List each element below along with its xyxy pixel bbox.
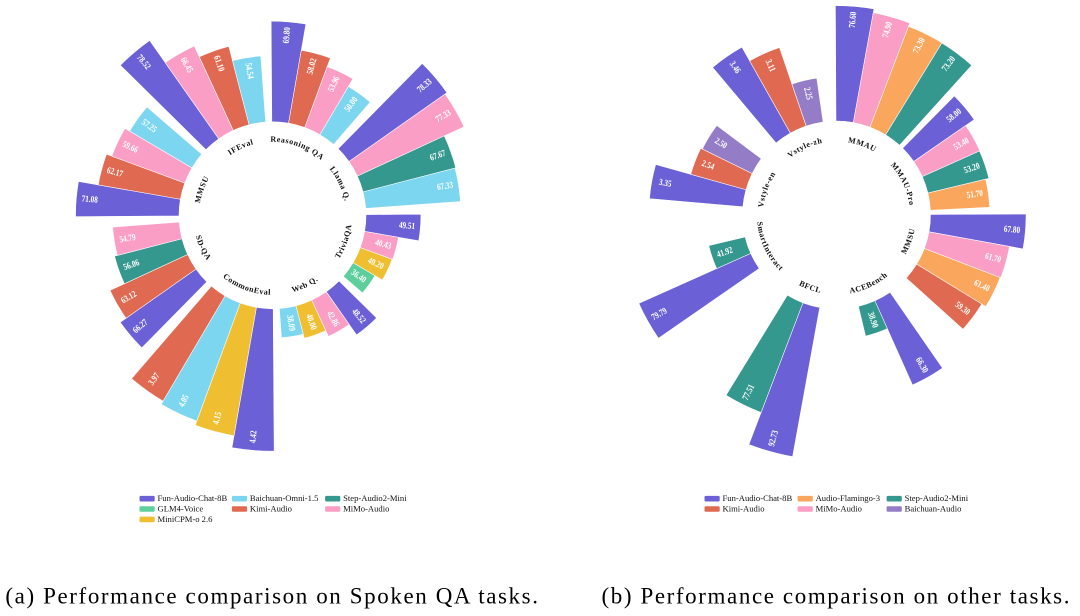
svg-text:58.02: 58.02 [306, 57, 320, 76]
svg-text:4.42: 4.42 [249, 430, 260, 444]
svg-text:4.05: 4.05 [177, 393, 192, 409]
svg-text:MiMo-Audio: MiMo-Audio [343, 504, 389, 514]
svg-text:54.54: 54.54 [243, 62, 256, 80]
svg-text:MiniCPM-o 2.6: MiniCPM-o 2.6 [158, 514, 214, 524]
svg-text:Kimi-Audio: Kimi-Audio [250, 504, 292, 514]
svg-text:GLM4-Voice: GLM4-Voice [158, 504, 204, 514]
svg-text:Kimi-Audio: Kimi-Audio [723, 504, 765, 514]
svg-text:Fun-Audio-Chat-8B: Fun-Audio-Chat-8B [723, 493, 793, 503]
svg-text:40.43: 40.43 [374, 238, 393, 252]
svg-text:71.08: 71.08 [81, 194, 98, 205]
svg-text:74.90: 74.90 [881, 21, 895, 40]
svg-text:4.15: 4.15 [211, 411, 224, 426]
svg-text:92.73: 92.73 [767, 429, 781, 448]
svg-text:Baichuan-Omni-1.5: Baichuan-Omni-1.5 [250, 493, 319, 503]
svg-text:3.35: 3.35 [658, 178, 672, 190]
svg-text:49.51: 49.51 [398, 221, 415, 232]
svg-text:Step-Audio2-Mini: Step-Audio2-Mini [343, 493, 407, 503]
svg-text:MiMo-Audio: MiMo-Audio [816, 504, 862, 514]
svg-text:2.54: 2.54 [700, 159, 716, 173]
svg-text:2.25: 2.25 [801, 86, 814, 101]
svg-text:69.80: 69.80 [282, 27, 293, 44]
svg-text:51.70: 51.70 [966, 189, 984, 201]
svg-text:62.17: 62.17 [106, 166, 125, 180]
svg-text:54.79: 54.79 [119, 233, 137, 246]
svg-text:Fun-Audio-Chat-8B: Fun-Audio-Chat-8B [158, 493, 228, 503]
svg-text:76.60: 76.60 [848, 11, 859, 28]
svg-text:Audio-Flamingo-3: Audio-Flamingo-3 [816, 493, 880, 503]
svg-text:(a) Performance comparison on: (a) Performance comparison on Spoken QA … [5, 584, 539, 609]
svg-text:38.09: 38.09 [284, 314, 297, 332]
svg-text:61.70: 61.70 [984, 252, 1003, 266]
svg-text:(b) Performance comparison on: (b) Performance comparison on other task… [602, 584, 1072, 609]
svg-text:Baichuan-Audio: Baichuan-Audio [905, 504, 962, 514]
svg-text:67.80: 67.80 [1003, 225, 1020, 236]
svg-text:67.33: 67.33 [436, 181, 454, 194]
svg-text:3.11: 3.11 [763, 58, 777, 74]
svg-text:Step-Audio2-Mini: Step-Audio2-Mini [905, 493, 969, 503]
